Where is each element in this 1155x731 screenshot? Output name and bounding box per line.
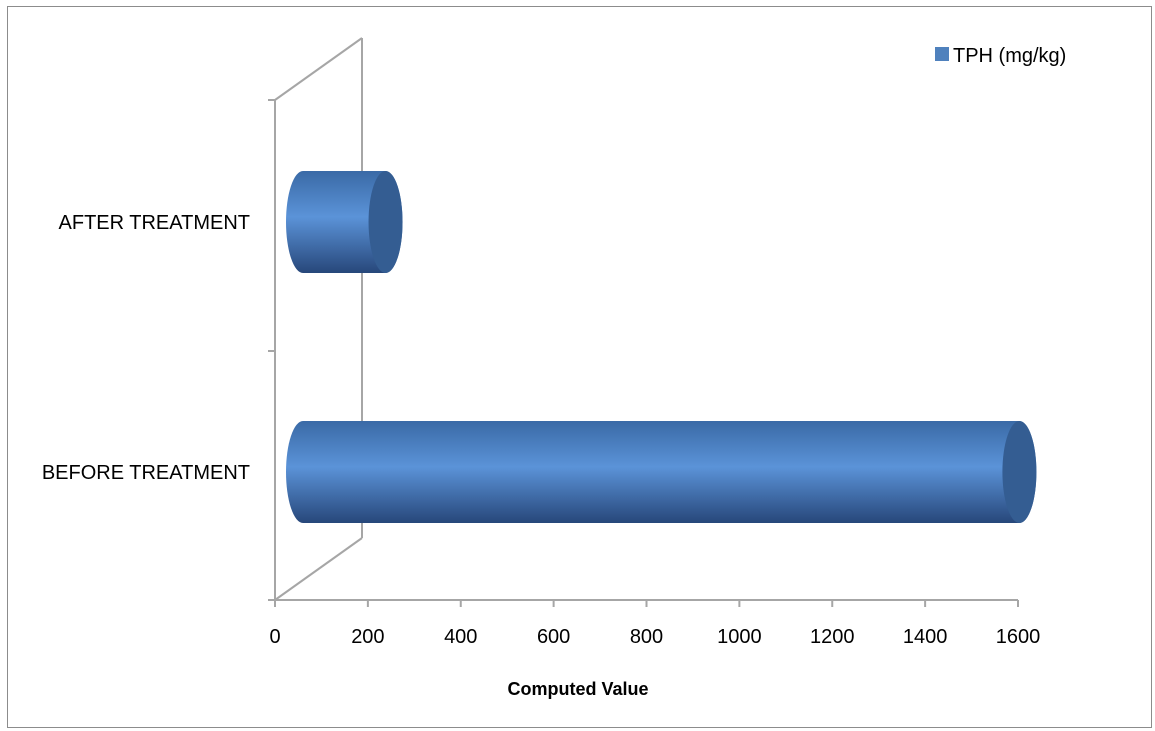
x-tick-label: 1000 xyxy=(717,626,762,648)
chart-frame xyxy=(7,6,1152,728)
x-tick-label: 1400 xyxy=(903,626,948,648)
bar xyxy=(286,421,1037,523)
legend-swatch xyxy=(935,47,949,61)
wall-bottom-edge xyxy=(274,537,363,601)
x-tick-label: 600 xyxy=(537,626,570,648)
bar-end-cap xyxy=(1002,421,1037,523)
x-tick-label: 1600 xyxy=(996,626,1041,648)
x-tick-label: 400 xyxy=(444,626,477,648)
x-tick-label: 0 xyxy=(269,626,280,648)
bars xyxy=(286,171,1037,523)
x-tick-label: 200 xyxy=(351,626,384,648)
category-label: AFTER TREATMENT xyxy=(59,212,250,234)
x-tick-label: 1200 xyxy=(810,626,855,648)
bar xyxy=(286,171,403,273)
x-axis-ticks: 0 200 400 600 800 1000 1200 1400 1600 xyxy=(269,600,1040,648)
legend: TPH (mg/kg) xyxy=(935,45,1066,67)
bar-body xyxy=(286,421,1037,523)
legend-label: TPH (mg/kg) xyxy=(953,45,1066,67)
bar-end-cap xyxy=(368,171,403,273)
x-axis-title: Computed Value xyxy=(507,679,648,699)
category-labels: AFTER TREATMENT BEFORE TREATMENT xyxy=(42,212,250,484)
x-tick-label: 800 xyxy=(630,626,663,648)
wall-top-edge xyxy=(274,37,363,101)
category-label: BEFORE TREATMENT xyxy=(42,462,250,484)
